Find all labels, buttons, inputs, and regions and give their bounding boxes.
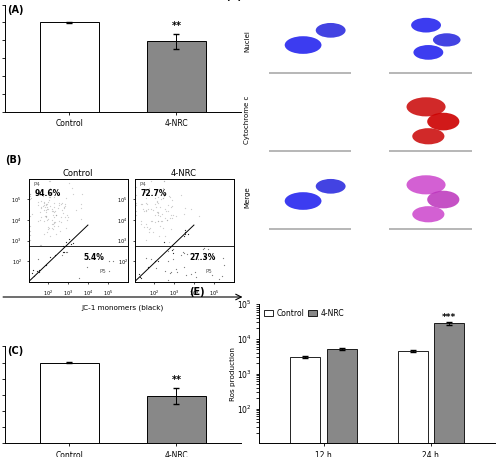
Bar <box>398 351 428 457</box>
Ellipse shape <box>406 97 446 117</box>
Bar <box>327 349 357 457</box>
Bar <box>147 41 206 112</box>
Ellipse shape <box>412 128 444 144</box>
Bar <box>40 362 98 443</box>
Bar <box>40 22 98 112</box>
Ellipse shape <box>316 179 346 194</box>
Text: **: ** <box>172 375 181 385</box>
Text: **: ** <box>172 21 181 31</box>
Text: 4-NRC: 4-NRC <box>424 0 450 2</box>
Ellipse shape <box>433 33 460 47</box>
Bar <box>147 396 206 443</box>
Bar <box>290 356 320 457</box>
Ellipse shape <box>284 192 322 210</box>
Ellipse shape <box>427 113 460 130</box>
Ellipse shape <box>412 206 444 223</box>
Text: Merge: Merge <box>244 186 250 208</box>
Bar <box>434 324 464 457</box>
Text: (B): (B) <box>5 154 21 165</box>
Ellipse shape <box>406 175 446 194</box>
Ellipse shape <box>316 23 346 37</box>
Text: (D): (D) <box>225 0 242 1</box>
Ellipse shape <box>411 18 441 32</box>
Ellipse shape <box>284 36 322 54</box>
Text: Cytochrome c: Cytochrome c <box>244 95 250 143</box>
Text: Nuclei: Nuclei <box>244 31 250 52</box>
Text: JC-1 monomers (black): JC-1 monomers (black) <box>82 304 164 310</box>
Text: ***: *** <box>442 313 456 322</box>
Ellipse shape <box>427 191 460 208</box>
Y-axis label: Ros production: Ros production <box>230 347 235 401</box>
Text: (C): (C) <box>7 346 24 356</box>
Text: (A): (A) <box>7 5 24 15</box>
Legend: Control, 4-NRC: Control, 4-NRC <box>263 308 344 319</box>
Text: (E): (E) <box>189 287 204 298</box>
Ellipse shape <box>414 45 444 60</box>
Text: Control: Control <box>302 0 332 2</box>
